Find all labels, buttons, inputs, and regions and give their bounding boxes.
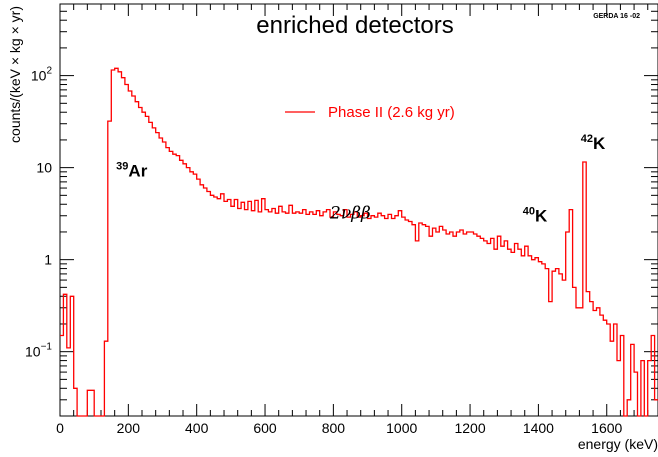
x-tick-label: 800: [322, 420, 346, 436]
y-tick-label: 10: [36, 160, 52, 176]
process-label: 2νββ: [329, 204, 371, 224]
x-tick-label: 1400: [523, 420, 554, 436]
series-line-phase-ii: [60, 67, 658, 417]
x-tick-label: 1600: [591, 420, 622, 436]
y-tick-label: 1: [44, 252, 52, 268]
peak-label: 40K: [523, 205, 548, 225]
plot-frame: [59, 3, 658, 417]
chart-title: enriched detectors: [256, 12, 453, 39]
x-tick-label: 1000: [386, 420, 417, 436]
peak-label: 39Ar: [116, 161, 148, 181]
y-tick-label: 102: [31, 66, 53, 84]
y-tick-label: 10−1: [25, 342, 52, 360]
y-axis-label: counts/(keV × kg × yr): [7, 6, 23, 143]
x-axis-label: energy (keV): [578, 436, 658, 452]
x-tick-label: 1200: [454, 420, 485, 436]
peak-label: 42K: [581, 133, 606, 153]
legend: Phase II (2.6 kg yr): [285, 104, 455, 121]
annotations: 39Ar 40K 42K 2νββ: [116, 133, 606, 226]
legend-label: Phase II (2.6 kg yr): [328, 104, 455, 121]
x-tick-label: 400: [185, 420, 209, 436]
x-tick-label: 600: [253, 420, 277, 436]
x-tick-label: 0: [56, 420, 64, 436]
x-tick-label: 200: [117, 420, 141, 436]
chart-tag: GERDA 16 -02: [593, 13, 640, 20]
